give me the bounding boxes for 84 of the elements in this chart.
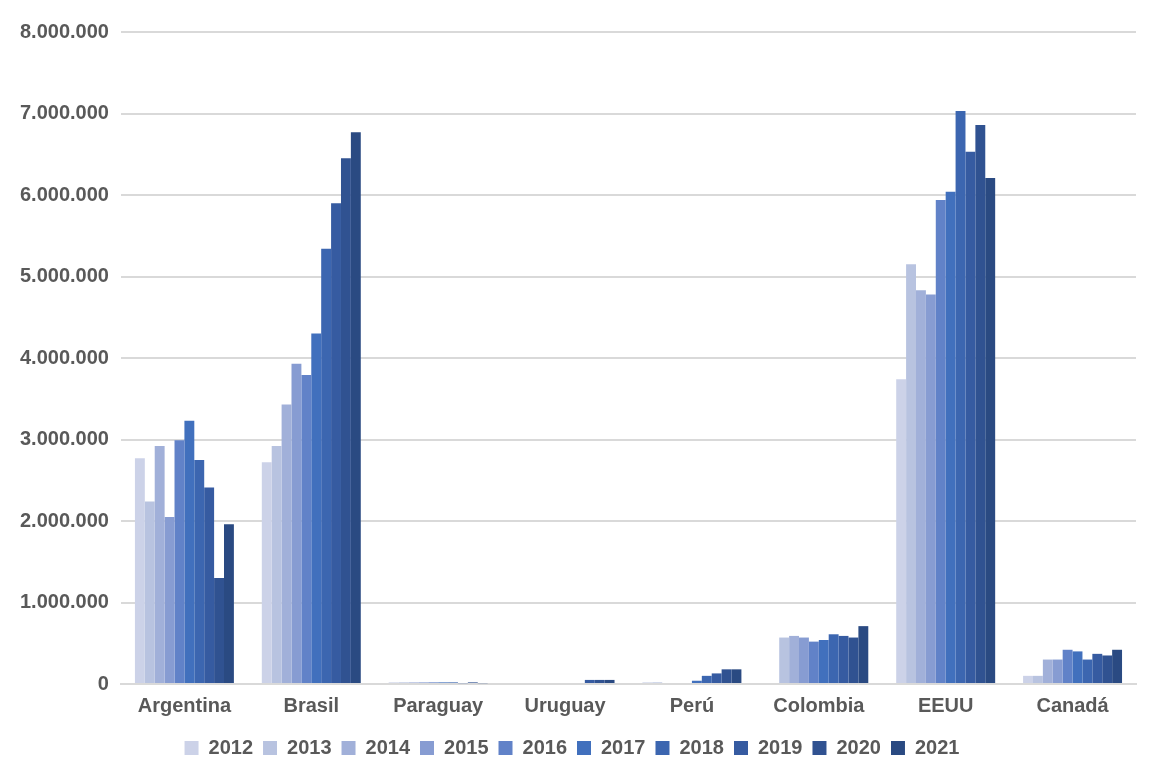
legend-label: 2021 [914,735,960,758]
legend-label: 2012 [208,735,254,758]
bar [731,669,742,683]
bar [799,637,809,683]
bar [925,294,936,683]
bar [340,158,351,683]
x-tick-label: EEUU [917,693,974,716]
bar [945,191,956,683]
bar [164,516,175,683]
y-tick-label: 6.000.000 [19,182,109,205]
bar [350,132,361,683]
bar [711,673,722,683]
bar [271,446,282,683]
x-tick-label: Perú [669,693,715,716]
bar [321,248,332,683]
bar [1072,651,1083,683]
bar [194,459,205,683]
bar [1032,675,1043,683]
bar [935,199,946,683]
y-tick-label: 1.000.000 [19,590,109,613]
legend-label: 2017 [601,735,646,758]
bar [808,641,819,683]
bar [848,637,859,683]
x-tick-label: Uruguay [524,693,607,716]
x-tick-label: Brasil [283,693,340,716]
legend-label: 2016 [522,735,568,758]
bar [779,637,790,683]
bar [184,420,195,683]
bar [594,679,605,683]
y-tick-label: 7.000.000 [19,101,109,124]
bar [224,524,234,683]
legend-label: 2018 [679,735,724,758]
bar [311,333,322,683]
bar [985,177,996,683]
bar [1062,649,1073,683]
bar [906,264,916,683]
bar [1042,659,1053,683]
bar [604,679,615,683]
legend-label: 2013 [287,735,332,758]
bar [828,634,839,683]
bar [134,458,145,683]
bar [721,669,732,683]
bar [896,379,907,683]
y-tick-label: 5.000.000 [19,264,109,287]
bar [701,675,712,683]
bar [204,487,215,683]
legend-label: 2014 [365,735,411,758]
bar [838,635,849,683]
bar [281,404,292,683]
bar [301,375,312,683]
legend-label: 2020 [836,735,881,758]
y-tick-label: 3.000.000 [19,427,109,450]
bar [915,290,926,683]
bar [1023,675,1033,683]
bar [174,440,185,683]
legend-label: 2019 [757,735,803,758]
bar [691,680,702,683]
x-tick-label: Paraguay [393,693,485,716]
bar [214,578,224,683]
y-tick-label: 4.000.000 [19,345,109,368]
bar [1052,659,1063,683]
legend-label: 2015 [444,735,489,758]
y-tick-label: 0 [97,671,109,694]
bar [1112,649,1123,683]
x-tick-label: Colombia [773,693,866,716]
bar [1082,659,1093,683]
x-tick-label: Argentina [137,693,232,716]
bar [1102,655,1113,683]
bar [154,446,165,683]
y-tick-label: 2.000.000 [19,508,109,531]
x-tick-label: Canadá [1036,693,1110,716]
bar [955,111,966,683]
bar [818,639,829,683]
y-tick-label: 8.000.000 [19,19,109,42]
bar [858,626,869,683]
bar [291,363,302,683]
bar [331,203,341,683]
bar [584,679,595,683]
bar [965,151,976,683]
bar [261,462,272,683]
bar [1092,653,1103,683]
bar [975,124,986,683]
bar [144,501,155,683]
bar [789,635,800,683]
